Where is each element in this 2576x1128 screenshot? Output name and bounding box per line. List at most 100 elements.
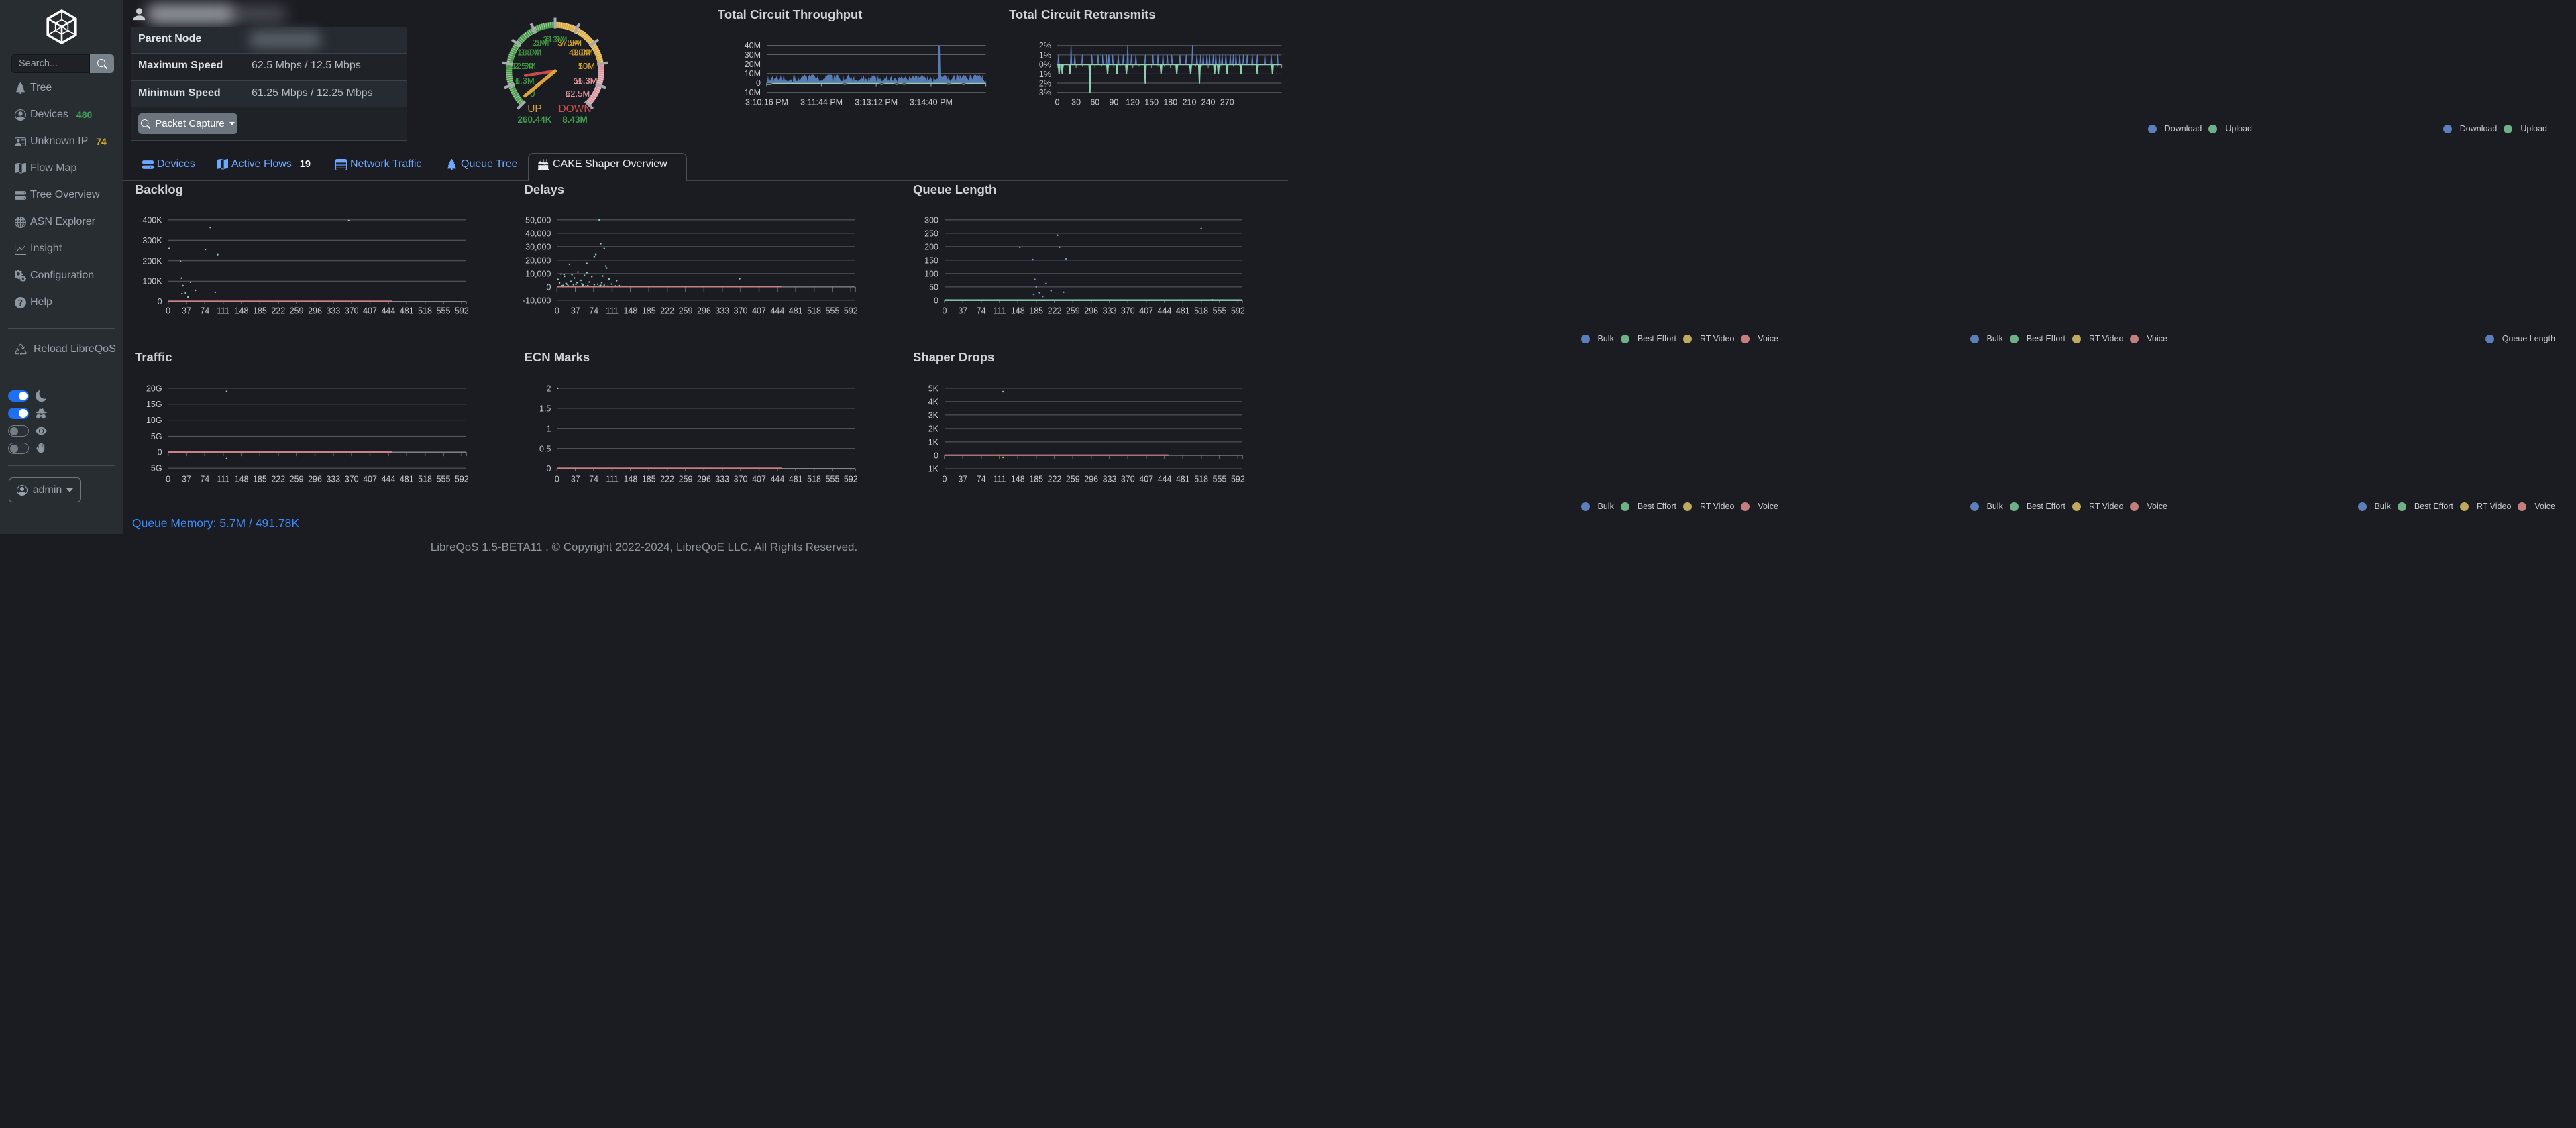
svg-text:185: 185: [253, 475, 267, 484]
svg-text:407: 407: [1139, 475, 1153, 484]
svg-text:481: 481: [1176, 306, 1190, 316]
svg-text:20,000: 20,000: [525, 256, 551, 265]
svg-text:0: 0: [530, 89, 535, 99]
svg-text:407: 407: [363, 306, 377, 316]
svg-text:370: 370: [734, 306, 748, 316]
svg-text:185: 185: [642, 475, 656, 484]
svg-text:400K: 400K: [142, 215, 162, 225]
svg-text:370: 370: [345, 306, 359, 316]
svg-text:259: 259: [679, 306, 693, 316]
svg-text:74: 74: [589, 306, 598, 316]
svg-text:5G: 5G: [151, 464, 162, 473]
svg-text:518: 518: [807, 306, 821, 316]
svg-text:592: 592: [844, 475, 858, 484]
svg-text:444: 444: [770, 475, 784, 484]
svg-text:222: 222: [271, 475, 285, 484]
svg-text:10,000: 10,000: [525, 269, 551, 278]
svg-text:555: 555: [826, 306, 840, 316]
svg-text:370: 370: [1121, 306, 1135, 316]
svg-text:210: 210: [1183, 98, 1197, 107]
svg-text:30M: 30M: [745, 50, 761, 60]
svg-text:0: 0: [934, 451, 938, 461]
svg-text:296: 296: [308, 306, 322, 316]
svg-text:592: 592: [455, 306, 469, 316]
svg-text:15G: 15G: [146, 400, 162, 409]
svg-text:481: 481: [400, 475, 414, 484]
svg-text:222: 222: [271, 306, 285, 316]
svg-text:6.3M: 6.3M: [545, 34, 565, 44]
svg-text:120: 120: [1126, 98, 1140, 107]
svg-text:3:10:16 PM: 3:10:16 PM: [745, 98, 788, 107]
svg-text:481: 481: [400, 306, 414, 316]
svg-text:481: 481: [1176, 475, 1190, 484]
svg-text:4K: 4K: [928, 397, 939, 406]
svg-text:259: 259: [290, 475, 304, 484]
svg-text:444: 444: [381, 306, 395, 316]
svg-text:185: 185: [253, 306, 267, 316]
svg-text:296: 296: [1084, 306, 1098, 316]
svg-text:481: 481: [789, 306, 803, 316]
svg-text:100K: 100K: [142, 277, 162, 286]
svg-text:1K: 1K: [928, 465, 939, 474]
svg-text:333: 333: [715, 475, 729, 484]
svg-text:333: 333: [1103, 306, 1117, 316]
svg-text:5M: 5M: [535, 38, 547, 48]
svg-text:555: 555: [826, 475, 840, 484]
svg-text:40,000: 40,000: [525, 229, 551, 238]
svg-text:1.5: 1.5: [539, 404, 551, 413]
svg-text:0: 0: [943, 475, 947, 484]
svg-text:6.3M: 6.3M: [515, 76, 535, 86]
svg-text:555: 555: [437, 475, 451, 484]
svg-text:56.3M: 56.3M: [574, 76, 598, 86]
svg-text:5G: 5G: [151, 432, 162, 441]
svg-text:296: 296: [308, 475, 322, 484]
svg-text:2: 2: [546, 384, 551, 393]
svg-text:90: 90: [1109, 98, 1118, 107]
svg-text:481: 481: [789, 475, 803, 484]
svg-text:74: 74: [589, 475, 598, 484]
svg-text:407: 407: [363, 475, 377, 484]
svg-text:3:14:40 PM: 3:14:40 PM: [910, 98, 953, 107]
svg-text:259: 259: [1066, 306, 1080, 316]
svg-text:1%: 1%: [1039, 50, 1051, 60]
svg-text:2.5M: 2.5M: [514, 61, 533, 71]
svg-text:37: 37: [571, 306, 580, 316]
svg-text:10M: 10M: [578, 61, 595, 71]
svg-text:444: 444: [770, 306, 784, 316]
svg-text:444: 444: [1158, 475, 1172, 484]
svg-text:555: 555: [437, 306, 451, 316]
svg-text:111: 111: [217, 475, 229, 484]
svg-text:31.3M: 31.3M: [543, 34, 567, 44]
svg-text:0: 0: [555, 306, 559, 316]
svg-text:296: 296: [697, 475, 711, 484]
svg-text:259: 259: [679, 475, 693, 484]
svg-text:10G: 10G: [146, 416, 162, 425]
svg-text:259: 259: [290, 306, 304, 316]
svg-text:148: 148: [623, 306, 637, 316]
svg-text:270: 270: [1220, 98, 1234, 107]
svg-text:555: 555: [1213, 475, 1227, 484]
svg-text:40M: 40M: [745, 41, 761, 50]
svg-text:300K: 300K: [142, 236, 162, 245]
svg-text:2%: 2%: [1039, 41, 1051, 50]
svg-text:3.8M: 3.8M: [520, 48, 539, 58]
svg-text:2K: 2K: [928, 424, 939, 433]
svg-text:300: 300: [924, 215, 938, 225]
svg-text:592: 592: [1231, 475, 1245, 484]
svg-text:222: 222: [660, 306, 674, 316]
svg-text:3%: 3%: [1039, 88, 1051, 97]
svg-text:37: 37: [182, 475, 191, 484]
svg-text:148: 148: [235, 306, 249, 316]
svg-text:0: 0: [555, 475, 559, 484]
svg-text:407: 407: [752, 306, 766, 316]
svg-text:12.5M: 12.5M: [566, 89, 590, 99]
svg-text:222: 222: [1048, 475, 1062, 484]
svg-text:43.8M: 43.8M: [569, 48, 593, 58]
svg-text:50: 50: [929, 282, 938, 292]
svg-text:10M: 10M: [745, 88, 761, 97]
svg-text:185: 185: [1029, 475, 1043, 484]
svg-text:0: 0: [1055, 98, 1060, 107]
svg-text:20M: 20M: [745, 60, 761, 69]
svg-text:185: 185: [1029, 306, 1043, 316]
svg-text:37: 37: [958, 475, 967, 484]
